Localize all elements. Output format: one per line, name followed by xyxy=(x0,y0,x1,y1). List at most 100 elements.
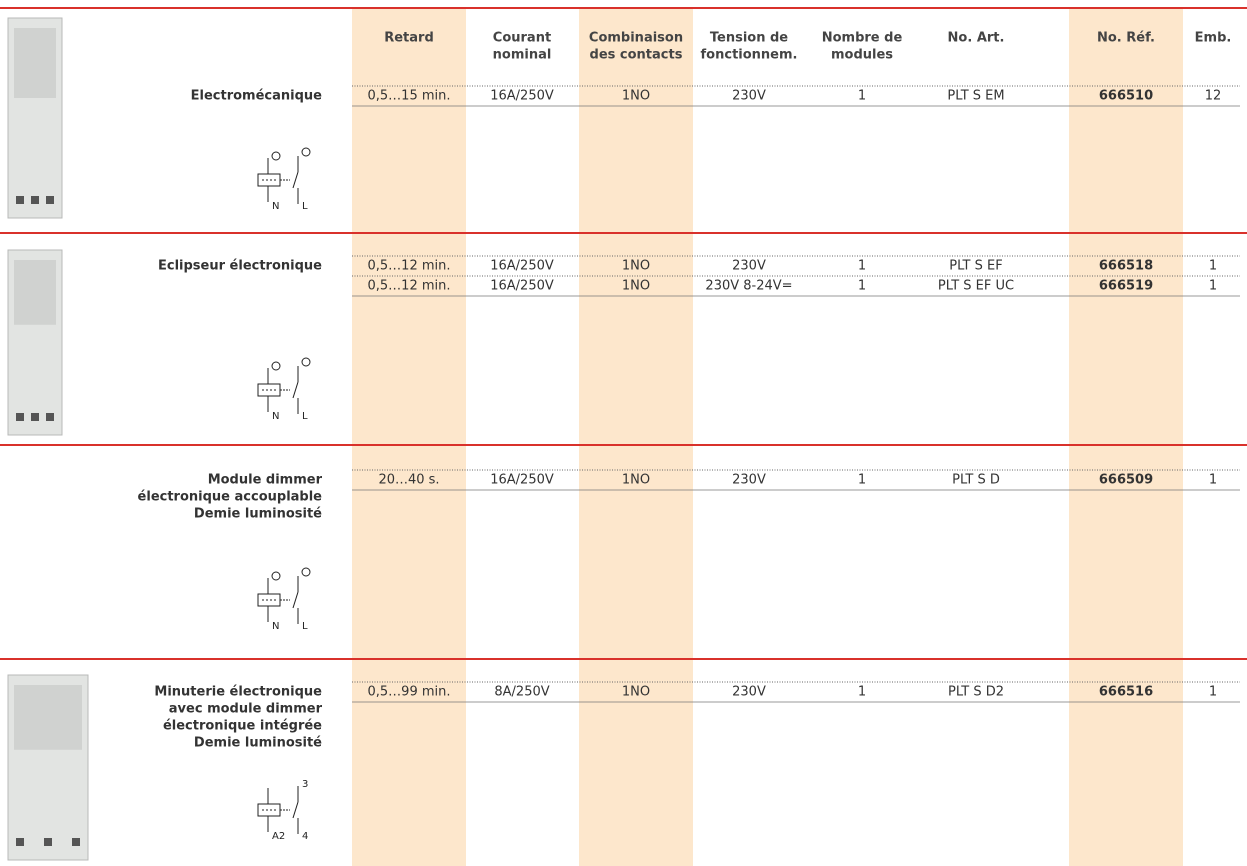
column-header: Courant xyxy=(493,31,551,46)
symbol-lamp xyxy=(271,151,281,161)
column-shade xyxy=(579,8,693,866)
cell: 666510 xyxy=(1099,89,1153,104)
terminal xyxy=(31,413,39,421)
cell: 0,5…12 min. xyxy=(368,259,451,274)
product-image-detail xyxy=(14,685,82,750)
column-header: Nombre de xyxy=(822,31,903,46)
wiring-symbol xyxy=(257,786,299,834)
wiring-symbol xyxy=(257,357,311,414)
cell: 1 xyxy=(858,473,866,488)
cell: PLT S D2 xyxy=(948,685,1004,700)
column-shade xyxy=(352,8,466,866)
product-image-detail xyxy=(14,260,56,325)
column-header: modules xyxy=(831,48,893,63)
symbol-label: L xyxy=(302,621,308,632)
cell: 230V 8-24V= xyxy=(705,279,792,294)
cell: PLT S D xyxy=(952,473,1000,488)
product-label: Demie luminosité xyxy=(194,736,322,751)
symbol-line xyxy=(292,171,299,189)
cell: 1 xyxy=(1209,259,1217,274)
cell: 1NO xyxy=(622,259,650,274)
terminal xyxy=(16,413,24,421)
cell: 666519 xyxy=(1099,279,1153,294)
cell: 230V xyxy=(732,685,766,700)
symbol-lamp xyxy=(301,567,311,577)
terminal xyxy=(44,838,52,846)
symbol-label: A2 xyxy=(272,831,285,842)
cell: 16A/250V xyxy=(490,259,554,274)
cell: 1 xyxy=(858,89,866,104)
terminal xyxy=(72,838,80,846)
cell: 666518 xyxy=(1099,259,1153,274)
symbol-line xyxy=(292,801,299,819)
product-label: électronique accouplable xyxy=(138,490,323,505)
cell: 1 xyxy=(1209,279,1217,294)
column-shade xyxy=(1069,8,1183,866)
column-header: des contacts xyxy=(590,48,683,63)
cell: 20…40 s. xyxy=(378,473,439,488)
symbol-coil xyxy=(257,173,281,187)
symbol-label: 4 xyxy=(302,831,308,842)
cell: 1 xyxy=(858,279,866,294)
column-header: Tension de xyxy=(710,31,788,46)
column-header: No. Réf. xyxy=(1097,31,1155,46)
symbol-label: 3 xyxy=(302,779,308,790)
cell: 230V xyxy=(732,259,766,274)
product-label: électronique intégrée xyxy=(163,719,322,734)
symbol-coil xyxy=(257,593,281,607)
column-header: Retard xyxy=(384,31,434,46)
product-label: Demie luminosité xyxy=(194,507,322,522)
product-label: Eclipseur électronique xyxy=(158,259,322,274)
terminal xyxy=(46,196,54,204)
symbol-label: N xyxy=(272,201,279,212)
column-header: No. Art. xyxy=(948,31,1005,46)
symbol-coil xyxy=(257,383,281,397)
product-label: Module dimmer xyxy=(208,473,323,488)
cell: 1NO xyxy=(622,279,650,294)
cell: 1NO xyxy=(622,89,650,104)
symbol-label: N xyxy=(272,411,279,422)
symbol-line xyxy=(292,381,299,399)
terminal xyxy=(31,196,39,204)
cell: 1 xyxy=(858,685,866,700)
product-image-detail xyxy=(14,28,56,98)
cell: 0,5…15 min. xyxy=(368,89,451,104)
cell: 230V xyxy=(732,473,766,488)
column-header: fonctionnem. xyxy=(701,48,798,63)
column-header: Combinaison xyxy=(589,31,683,46)
symbol-label: N xyxy=(272,621,279,632)
symbol-lamp xyxy=(301,357,311,367)
product-label: avec module dimmer xyxy=(169,702,323,717)
cell: 1NO xyxy=(622,685,650,700)
product-label: Electromécanique xyxy=(191,89,323,104)
terminal xyxy=(46,413,54,421)
cell: PLT S EM xyxy=(947,89,1004,104)
symbol-lamp xyxy=(271,361,281,371)
cell: 0,5…12 min. xyxy=(368,279,451,294)
cell: 230V xyxy=(732,89,766,104)
cell: 0,5…99 min. xyxy=(368,685,451,700)
cell: 666509 xyxy=(1099,473,1153,488)
symbol-coil xyxy=(257,803,281,817)
wiring-symbol xyxy=(257,147,311,204)
cell: 1NO xyxy=(622,473,650,488)
cell: PLT S EF UC xyxy=(938,279,1014,294)
column-header: Emb. xyxy=(1195,31,1232,46)
product-label: Minuterie électronique xyxy=(154,685,322,700)
wiring-symbol xyxy=(257,567,311,624)
terminal xyxy=(16,196,24,204)
cell: 16A/250V xyxy=(490,89,554,104)
symbol-lamp xyxy=(271,571,281,581)
cell: PLT S EF xyxy=(949,259,1002,274)
cell: 8A/250V xyxy=(494,685,549,700)
cell: 666516 xyxy=(1099,685,1153,700)
cell: 1 xyxy=(858,259,866,274)
column-header: nominal xyxy=(493,48,552,63)
symbol-line xyxy=(292,591,299,609)
symbol-label: L xyxy=(302,411,308,422)
cell: 16A/250V xyxy=(490,473,554,488)
symbol-label: L xyxy=(302,201,308,212)
cell: 16A/250V xyxy=(490,279,554,294)
cell: 1 xyxy=(1209,685,1217,700)
